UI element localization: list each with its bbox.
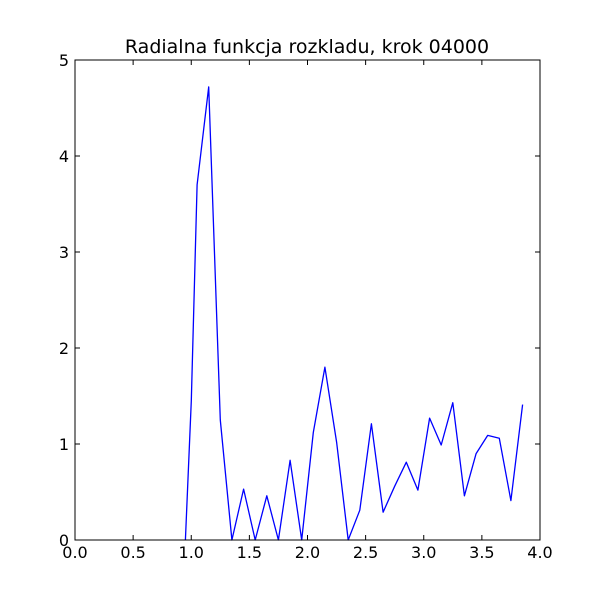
x-tick-label: 3.5 bbox=[469, 543, 494, 562]
x-tick-label: 2.0 bbox=[295, 543, 320, 562]
x-tick-label: 0.5 bbox=[120, 543, 145, 562]
plot-frame bbox=[74, 59, 541, 541]
y-tick-label: 2 bbox=[59, 339, 69, 358]
tick-labels-layer: 0.0 0.5 1.0 1.5 2.0 2.5 3.0 3.5 4.0 0 1 2 3 4 5 bbox=[59, 51, 553, 562]
x-tick-label: 1.0 bbox=[179, 543, 204, 562]
x-tick-label: 4.0 bbox=[527, 543, 552, 562]
y-tick-label: 0 bbox=[59, 531, 69, 550]
y-tick-label: 4 bbox=[59, 147, 69, 166]
x-tick-label: 3.0 bbox=[411, 543, 436, 562]
y-tick-label: 1 bbox=[59, 435, 69, 454]
ticks-layer bbox=[74, 59, 541, 541]
y-tick-label: 5 bbox=[59, 51, 69, 70]
x-tick-label: 0.0 bbox=[62, 543, 87, 562]
x-tick-label: 1.5 bbox=[237, 543, 262, 562]
chart-title: Radialna funkcja rozkladu, krok 04000 bbox=[125, 36, 489, 58]
series-line bbox=[184, 86, 524, 541]
x-tick-label: 2.5 bbox=[353, 543, 378, 562]
y-tick-label: 3 bbox=[59, 243, 69, 262]
